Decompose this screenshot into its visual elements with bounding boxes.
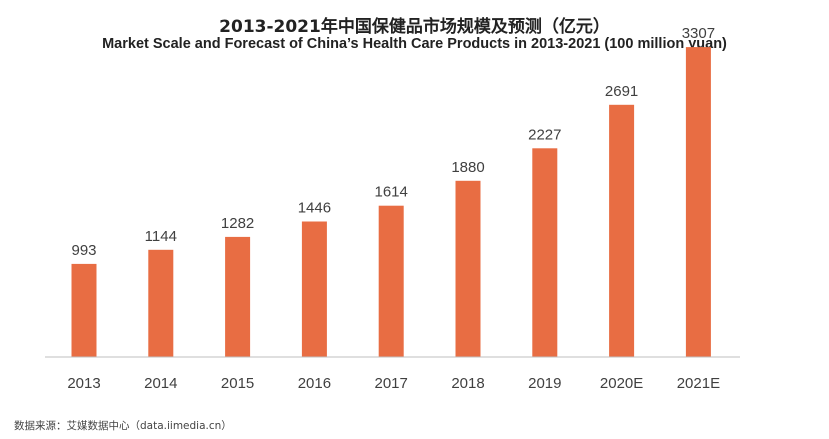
bar-2017 — [378, 205, 404, 357]
x-tick-label-2015: 2015 — [221, 375, 254, 392]
x-tick-label-2019: 2019 — [528, 375, 561, 392]
category-labels-group: 2013 2014 2015 2016 2017 2018 2019 2020E 2021E — [67, 375, 720, 392]
x-tick-label-2013: 2013 — [67, 375, 100, 392]
bar-2016 — [301, 221, 327, 357]
data-label-2014: 1144 — [145, 228, 177, 245]
x-tick-label-2021E: 2021E — [677, 375, 720, 392]
chart-title: 2013-2021年中国保健品市场规模及预测（亿元） — [219, 17, 610, 37]
x-tick-label-2020E: 2020E — [600, 375, 643, 392]
data-label-2021E: 3307 — [682, 25, 715, 42]
chart-subtitle: Market Scale and Forecast of China’s Hea… — [102, 36, 727, 52]
bar-2013 — [71, 263, 97, 357]
bar-2019 — [532, 148, 558, 357]
x-tick-label-2014: 2014 — [144, 375, 177, 392]
x-tick-label-2016: 2016 — [298, 375, 331, 392]
bar-2021E — [685, 47, 711, 357]
data-label-2013: 993 — [71, 242, 96, 259]
data-label-2015: 1282 — [221, 215, 254, 232]
data-label-2018: 1880 — [451, 159, 484, 176]
data-label-2020E: 2691 — [605, 83, 638, 100]
x-tick-label-2018: 2018 — [451, 375, 484, 392]
bar-2020E — [609, 104, 635, 357]
data-label-2016: 1446 — [298, 200, 331, 217]
bar-2018 — [455, 180, 481, 357]
bar-2015 — [225, 236, 251, 357]
data-label-2017: 1614 — [375, 184, 408, 201]
x-tick-label-2017: 2017 — [375, 375, 408, 392]
data-label-2019: 2227 — [528, 126, 561, 143]
source-note: 数据来源：艾媒数据中心（data.iimedia.cn） — [14, 420, 232, 432]
bars-group — [71, 47, 711, 357]
bar-2014 — [148, 249, 174, 357]
value-labels-group: 993 1144 1282 1446 1614 1880 2227 2691 3307 — [71, 25, 715, 259]
